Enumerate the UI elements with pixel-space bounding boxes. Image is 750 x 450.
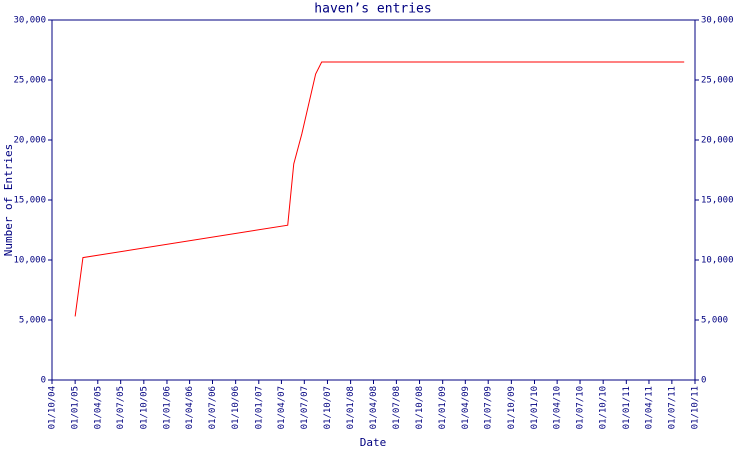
- chart-title: haven’s entries: [314, 2, 431, 17]
- y-tick-label: 10,000: [13, 256, 46, 266]
- x-tick-label: 01/01/08: [346, 386, 356, 429]
- x-tick-label: 01/10/08: [415, 386, 425, 429]
- x-tick-label: 01/10/06: [231, 386, 241, 429]
- y-tick-label: 5,000: [19, 316, 46, 326]
- x-tick-label: 01/10/09: [507, 386, 517, 429]
- y2-tick-label: 10,000: [701, 256, 734, 266]
- y2-tick-label: 5,000: [701, 316, 728, 326]
- x-tick-label: 01/01/10: [530, 386, 540, 429]
- x-tick-label: 01/04/08: [369, 386, 379, 429]
- y2-tick-label: 20,000: [701, 136, 734, 146]
- x-axis-label: Date: [360, 436, 387, 449]
- x-tick-label: 01/01/05: [71, 386, 81, 429]
- x-tick-label: 01/07/08: [392, 386, 402, 429]
- y2-tick-label: 0: [701, 376, 706, 386]
- x-tick-label: 01/10/05: [139, 386, 149, 429]
- x-tick-label: 01/07/10: [576, 386, 586, 429]
- x-tick-label: 01/04/07: [277, 386, 287, 429]
- x-tick-label: 01/07/09: [484, 386, 494, 429]
- y-tick-label: 20,000: [13, 136, 46, 146]
- x-tick-label: 01/07/07: [300, 386, 310, 429]
- x-tick-label: 01/07/06: [208, 386, 218, 429]
- y2-tick-label: 15,000: [701, 196, 734, 206]
- x-tick-label: 01/04/06: [185, 386, 195, 429]
- x-tick-label: 01/04/05: [93, 386, 103, 429]
- y2-tick-label: 30,000: [701, 16, 734, 26]
- y-tick-label: 15,000: [13, 196, 46, 206]
- x-tick-label: 01/07/05: [116, 386, 126, 429]
- x-tick-label: 01/04/09: [461, 386, 471, 429]
- x-tick-label: 01/10/11: [691, 386, 701, 429]
- y-tick-label: 30,000: [13, 16, 46, 26]
- x-tick-label: 01/01/07: [254, 386, 264, 429]
- y-axis-label: Number of Entries: [2, 144, 15, 257]
- y2-tick-label: 25,000: [701, 76, 734, 86]
- y-tick-label: 25,000: [13, 76, 46, 86]
- y-tick-label: 0: [41, 376, 46, 386]
- data-line: [74, 61, 685, 317]
- plot-frame: [51, 19, 696, 381]
- x-tick-label: 01/10/04: [48, 386, 58, 429]
- x-tick-label: 01/04/11: [644, 386, 654, 429]
- x-tick-label: 01/10/10: [599, 386, 609, 429]
- x-tick-label: 01/04/10: [553, 386, 563, 429]
- x-tick-label: 01/01/09: [438, 386, 448, 429]
- x-tick-label: 01/01/11: [622, 386, 632, 429]
- x-tick-label: 01/10/07: [323, 386, 333, 429]
- x-tick-label: 01/01/06: [162, 386, 172, 429]
- x-tick-label: 01/07/11: [667, 386, 677, 429]
